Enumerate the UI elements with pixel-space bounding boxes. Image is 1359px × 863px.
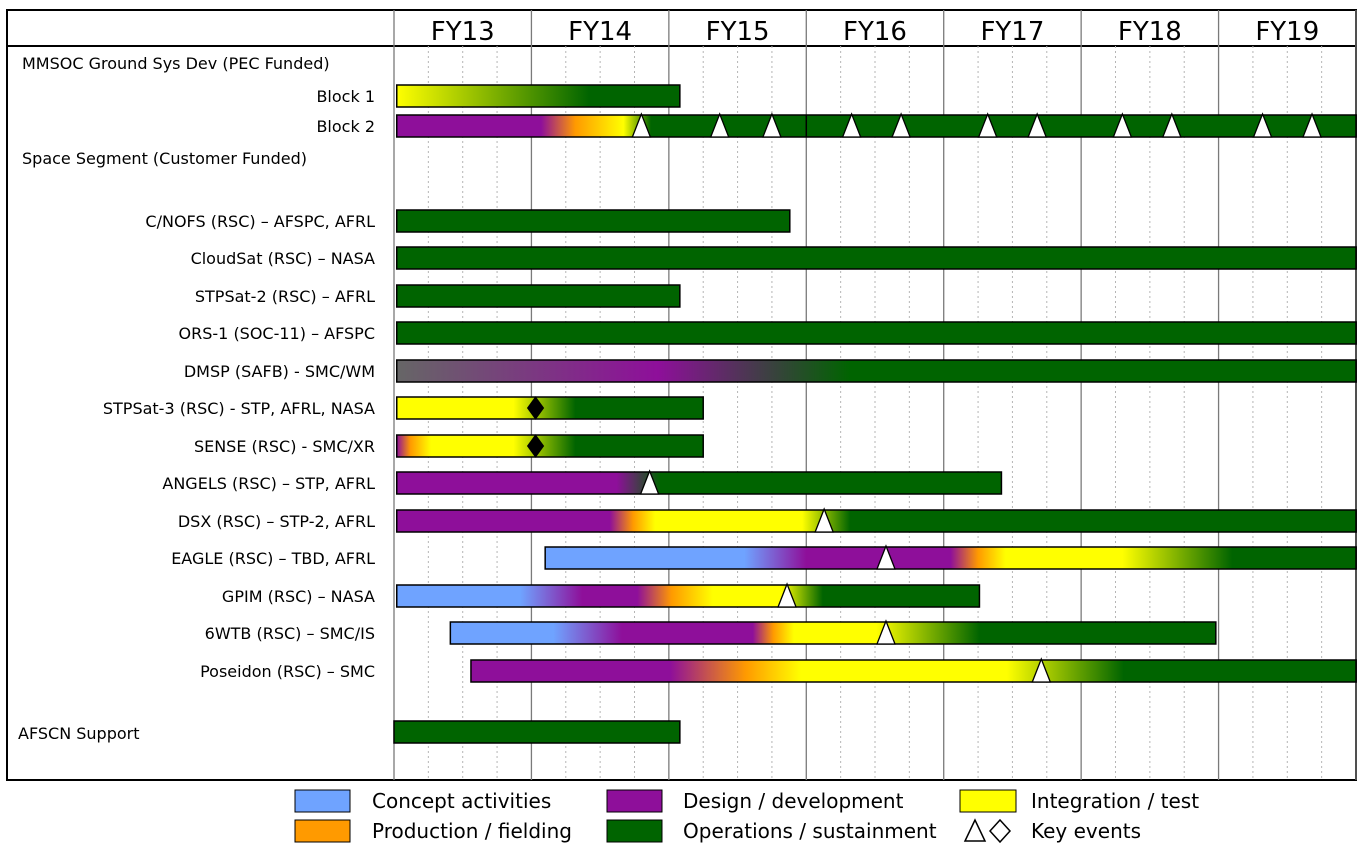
key-event-triangle (1161, 112, 1182, 138)
legend: Concept activities Production / fielding D… (294, 789, 1199, 844)
key-event-triangle (891, 112, 912, 138)
fy-label-fy18: FY18 (1118, 17, 1182, 47)
bar-dmsp-safb-smc-wm (395, 359, 1357, 383)
bar-poseidon-rsc-smc (470, 659, 1357, 683)
key-event-triangle (1302, 112, 1322, 138)
legend-label-operations-sustainment: Operations / sustainment (683, 819, 937, 843)
bar-dsx-rsc-stp-2-afrl (395, 509, 1357, 533)
key-event-triangle (709, 112, 730, 138)
fy-label-fy13: FY13 (431, 17, 495, 47)
bars (393, 84, 1357, 744)
legend-swatch-production (294, 819, 351, 843)
fy-label-fy16: FY16 (843, 17, 907, 47)
row-labels: MMSOC Ground Sys Dev (PEC Funded) Space S… (18, 54, 375, 743)
row-label-angels-rsc-stp-afrl: ANGELS (RSC) – STP, AFRL (162, 474, 375, 493)
row-label-stpsat-2-rsc-afrl: STPSat-2 (RSC) – AFRL (195, 287, 375, 306)
section-label-mmsoc-ground-sys-dev-pec-funded: MMSOC Ground Sys Dev (PEC Funded) (22, 54, 330, 73)
row-label-ors-1-soc-11-afspc: ORS-1 (SOC-11) – AFSPC (179, 324, 375, 343)
fiscal-year-headers: FY13 FY14 FY15 FY16 FY17 FY18 FY19 (431, 17, 1319, 47)
chart-border (6, 9, 1357, 781)
key-event-triangle (639, 469, 660, 495)
key-event-triangle (876, 619, 896, 645)
key-event-triangle (631, 112, 652, 138)
row-label-c-nofs-rsc-afspc-afrl: C/NOFS (RSC) – AFSPC, AFRL (145, 212, 375, 231)
key-event-triangle (1031, 657, 1052, 683)
legend-label-design-development: Design / development (683, 789, 904, 813)
bar-cloudsat-rsc-nasa (395, 246, 1357, 270)
fy-label-fy14: FY14 (568, 17, 632, 47)
key-event-triangle (1027, 112, 1048, 138)
row-label-block-1: Block 1 (316, 87, 375, 106)
key-event-diamond (526, 434, 545, 458)
legend-swatch-operations (606, 819, 663, 843)
key-event-triangle (1252, 112, 1273, 138)
bar-eagle-rsc-tbd-afrl (544, 546, 1357, 570)
legend-label-production-fielding: Production / fielding (372, 819, 572, 843)
chart-frame (6, 9, 1357, 781)
row-label-6wtb-rsc-smc-is: 6WTB (RSC) – SMC/IS (205, 624, 375, 643)
bar-6wtb-rsc-smc-is (449, 621, 1217, 645)
row-label-cloudsat-rsc-nasa: CloudSat (RSC) – NASA (191, 249, 375, 268)
legend-triangle-icon (963, 818, 987, 842)
bar-sense-rsc-smc-xr (395, 434, 704, 458)
bar-c-nofs-rsc-afspc-afrl (395, 209, 791, 233)
legend-label-integration-test: Integration / test (1031, 789, 1199, 813)
key-event-diamond (526, 396, 545, 420)
row-label-gpim-rsc-nasa: GPIM (RSC) – NASA (222, 587, 375, 606)
key-event-triangle (841, 112, 862, 138)
legend-swatch-concept (294, 789, 351, 813)
row-label-dmsp-safb-smc-wm: DMSP (SAFB) - SMC/WM (184, 362, 375, 381)
key-event-triangle (814, 507, 835, 533)
legend-label-key-events: Key events (1031, 819, 1141, 843)
row-label-eagle-rsc-tbd-afrl: EAGLE (RSC) – TBD, AFRL (171, 549, 375, 568)
fy-label-fy15: FY15 (706, 17, 770, 47)
fy-label-fy17: FY17 (980, 17, 1044, 47)
key-event-triangle (761, 112, 782, 138)
bar-stpsat-3-rsc-stp-afrl-nasa (395, 396, 704, 420)
legend-swatch-integration (959, 789, 1017, 813)
row-label-poseidon-rsc-smc: Poseidon (RSC) – SMC (200, 662, 375, 681)
bar-block-2 (395, 114, 1357, 138)
key-event-triangle (876, 544, 896, 570)
bar-ors-1-soc-11-afspc (395, 321, 1357, 345)
key-event-triangle (977, 112, 998, 138)
section-label-space-segment-customer-funded: Space Segment (Customer Funded) (22, 149, 307, 168)
bar-gpim-rsc-nasa (395, 584, 981, 608)
legend-diamond-icon (988, 818, 1012, 844)
key-event-triangle (777, 582, 797, 608)
fy-label-fy19: FY19 (1255, 17, 1319, 47)
bar-afscn-support (393, 720, 681, 744)
bar-stpsat-2-rsc-afrl (395, 284, 681, 308)
bar-angels-rsc-stp-afrl (395, 471, 1003, 495)
legend-swatch-design (606, 789, 663, 813)
key-event-triangle (1112, 112, 1133, 138)
row-label-block-2: Block 2 (316, 117, 375, 136)
row-label-sense-rsc-smc-xr: SENSE (RSC) - SMC/XR (194, 437, 375, 456)
row-label-stpsat-3-rsc-stp-afrl-nasa: STPSat-3 (RSC) - STP, AFRL, NASA (103, 399, 375, 418)
section-label-afscn-support: AFSCN Support (18, 724, 140, 743)
row-label-dsx-rsc-stp-2-afrl: DSX (RSC) – STP-2, AFRL (178, 512, 375, 531)
key-events (526, 112, 1322, 683)
bar-block-1 (395, 84, 681, 108)
legend-label-concept-activities: Concept activities (372, 789, 551, 813)
